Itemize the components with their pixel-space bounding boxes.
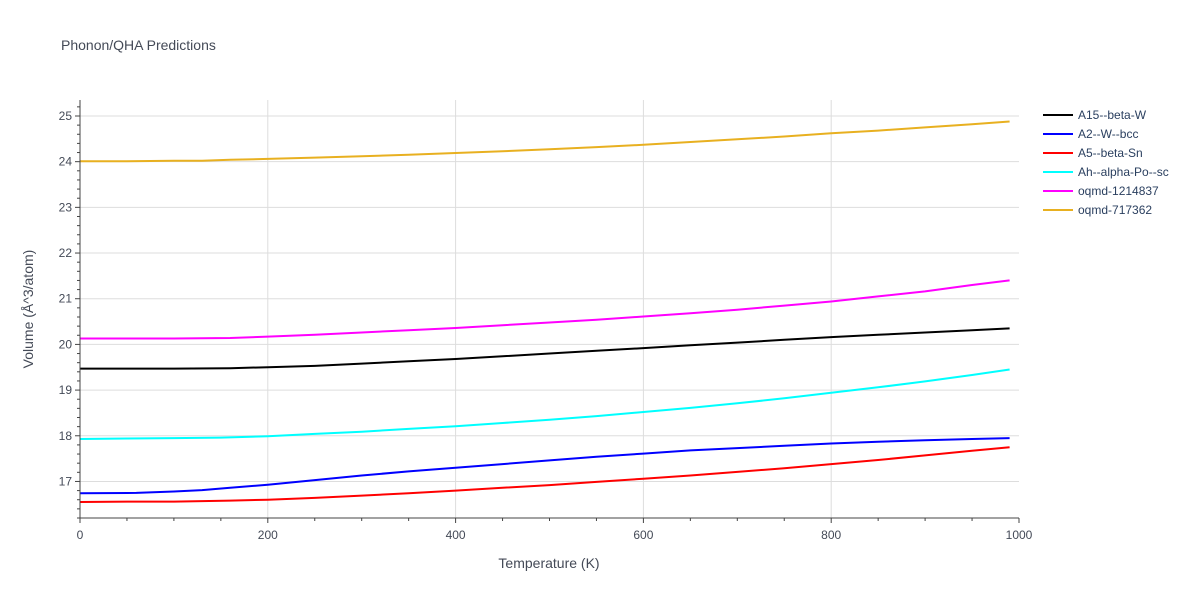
- y-tick-label: 19: [59, 383, 73, 397]
- legend-item-oqmd-1214837[interactable]: oqmd-1214837: [1043, 184, 1159, 198]
- axes: 0 200 400 600 800 1000 17 18 19 20 21 22 23 24 25: [59, 100, 1033, 542]
- series-line-A5--beta-Sn[interactable]: [79, 446, 1010, 503]
- series-line-A15--beta-W[interactable]: [80, 327, 1010, 370]
- legend-item-A15--beta-W[interactable]: A15--beta-W: [1043, 108, 1147, 122]
- y-tick-label: 22: [59, 246, 73, 260]
- x-tick-label: 0: [77, 528, 84, 542]
- y-tick-label: 20: [59, 337, 73, 351]
- y-tick-label: 24: [59, 155, 73, 169]
- legend-label: Ah--alpha-Po--sc: [1078, 165, 1169, 179]
- legend-item-oqmd-717362[interactable]: oqmd-717362: [1043, 203, 1152, 217]
- series-line-oqmd-1214837[interactable]: [80, 279, 1010, 340]
- legend-label: A2--W--bcc: [1078, 127, 1138, 141]
- legend[interactable]: A15--beta-W A2--W--bcc A5--beta-Sn Ah--alph…: [1043, 108, 1169, 217]
- y-tick-label: 21: [59, 292, 73, 306]
- y-axis-title: Volume (Å^3/atom): [20, 250, 36, 369]
- grid-lines: [80, 100, 1019, 518]
- legend-item-A5--beta-Sn[interactable]: A5--beta-Sn: [1043, 146, 1143, 160]
- legend-label: oqmd-717362: [1078, 203, 1152, 217]
- legend-item-Ah--alpha-Po--sc[interactable]: Ah--alpha-Po--sc: [1043, 165, 1169, 179]
- x-tick-label: 600: [633, 528, 653, 542]
- x-tick-label: 400: [446, 528, 466, 542]
- series-line-A2--W--bcc[interactable]: [79, 437, 1010, 495]
- legend-label: oqmd-1214837: [1078, 184, 1159, 198]
- chart-title: Phonon/QHA Predictions: [61, 37, 216, 53]
- x-tick-label: 200: [258, 528, 278, 542]
- plot-area[interactable]: [79, 120, 1010, 503]
- legend-item-A2--W--bcc[interactable]: A2--W--bcc: [1043, 127, 1138, 141]
- y-tick-label: 23: [59, 200, 73, 214]
- series-line-oqmd-717362[interactable]: [80, 120, 1010, 163]
- x-axis-title: Temperature (K): [498, 555, 599, 571]
- y-tick-label: 18: [59, 429, 73, 443]
- series-line-Ah--alpha-Po--sc[interactable]: [79, 368, 1010, 440]
- legend-label: A5--beta-Sn: [1078, 146, 1143, 160]
- y-tick-label: 17: [59, 474, 73, 488]
- x-tick-label: 800: [821, 528, 841, 542]
- legend-label: A15--beta-W: [1078, 108, 1147, 122]
- y-tick-label: 25: [59, 109, 73, 123]
- x-tick-label: 1000: [1006, 528, 1033, 542]
